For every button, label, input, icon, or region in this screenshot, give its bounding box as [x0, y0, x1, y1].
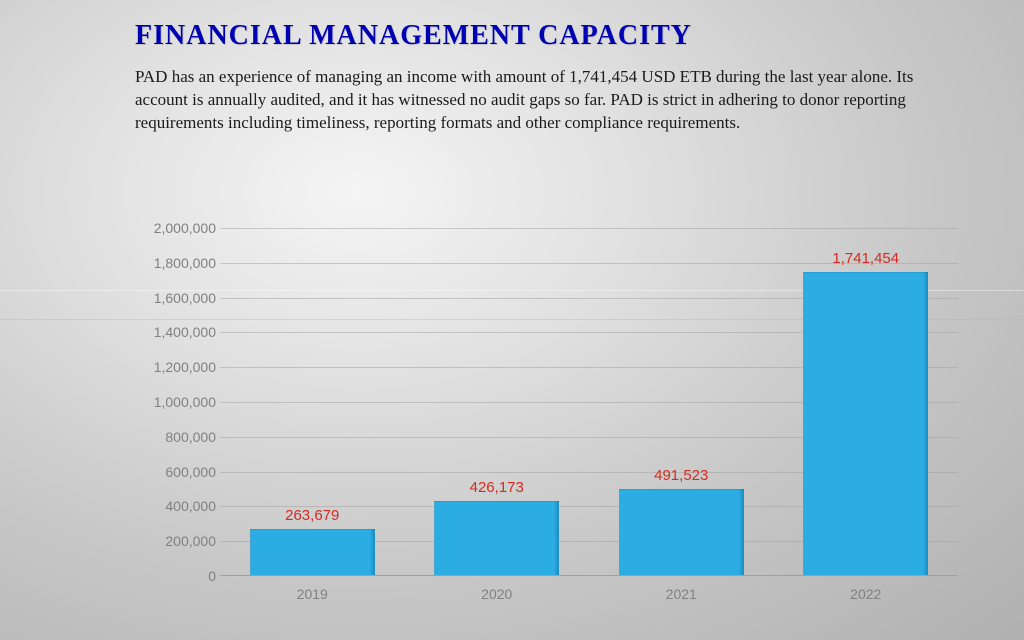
y-tick-label: 2,000,000	[148, 220, 216, 236]
page-title: FINANCIAL MANAGEMENT CAPACITY	[135, 20, 954, 52]
y-tick-label: 0	[148, 568, 216, 584]
bar-chart: 0 200,000 400,000 600,000 800,000 1,000,000 1,…	[148, 228, 958, 608]
y-tick-label: 1,800,000	[148, 255, 216, 271]
slide: FINANCIAL MANAGEMENT CAPACITY PAD has an…	[0, 0, 1024, 135]
bar	[434, 501, 559, 575]
bar	[250, 529, 375, 575]
bar	[803, 272, 928, 575]
y-tick-label: 1,400,000	[148, 324, 216, 340]
y-tick-label: 1,600,000	[148, 290, 216, 306]
data-label: 426,173	[407, 479, 587, 496]
data-label: 263,679	[222, 507, 402, 524]
data-label: 1,741,454	[776, 250, 956, 267]
y-tick-label: 200,000	[148, 533, 216, 549]
x-tick-label: 2022	[776, 586, 956, 602]
x-tick-label: 2020	[407, 586, 587, 602]
gridline	[220, 228, 958, 229]
y-tick-label: 1,000,000	[148, 394, 216, 410]
x-tick-label: 2021	[591, 586, 771, 602]
bar	[619, 489, 744, 575]
y-tick-label: 800,000	[148, 429, 216, 445]
y-tick-label: 600,000	[148, 464, 216, 480]
y-tick-label: 400,000	[148, 498, 216, 514]
x-tick-label: 2019	[222, 586, 402, 602]
data-label: 491,523	[591, 467, 771, 484]
y-tick-label: 1,200,000	[148, 359, 216, 375]
body-paragraph: PAD has an experience of managing an inc…	[135, 66, 925, 135]
